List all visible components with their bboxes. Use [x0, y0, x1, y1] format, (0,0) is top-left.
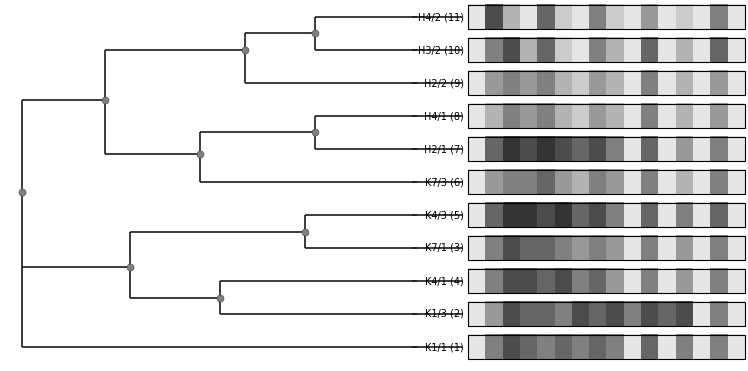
Bar [468, 5, 745, 29]
Text: K4/1 (4): K4/1 (4) [426, 276, 464, 286]
Text: H2/1 (7): H2/1 (7) [424, 144, 464, 154]
Bar [468, 302, 745, 326]
Text: K7/3 (6): K7/3 (6) [425, 177, 464, 187]
Bar [468, 203, 745, 227]
Bar [468, 335, 745, 359]
Bar [468, 236, 745, 260]
Bar [468, 38, 745, 62]
Bar [468, 71, 745, 95]
Bar [468, 137, 745, 161]
Text: H2/2 (9): H2/2 (9) [424, 78, 464, 88]
Text: K4/3 (5): K4/3 (5) [425, 210, 464, 220]
Bar [468, 170, 745, 194]
Text: K1/3 (2): K1/3 (2) [425, 309, 464, 319]
Bar [468, 104, 745, 128]
Text: H4/1 (8): H4/1 (8) [424, 111, 464, 121]
Text: K7/1 (3): K7/1 (3) [425, 243, 464, 253]
Text: K1/1 (1): K1/1 (1) [426, 342, 464, 352]
Bar [468, 269, 745, 293]
Text: H4/2 (11): H4/2 (11) [418, 12, 464, 22]
Text: H3/2 (10): H3/2 (10) [418, 45, 464, 55]
